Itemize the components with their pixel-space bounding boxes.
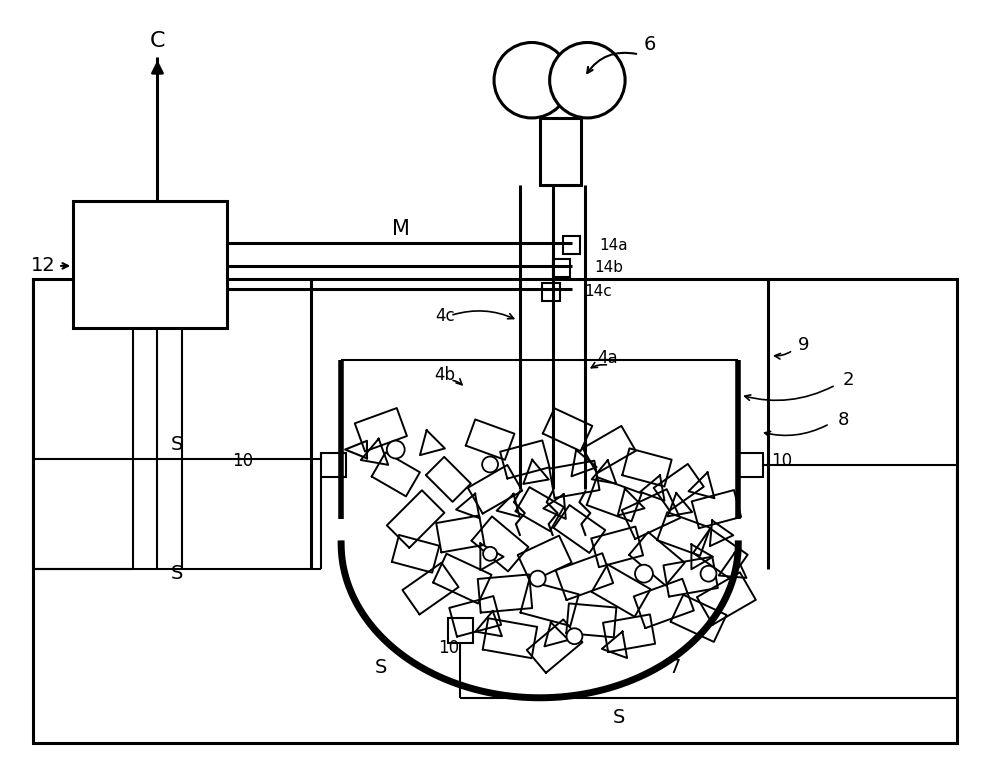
Text: 6: 6 <box>644 35 656 54</box>
Text: 4b: 4b <box>434 366 455 384</box>
Circle shape <box>635 565 653 583</box>
Text: S: S <box>171 564 184 584</box>
Circle shape <box>494 43 569 118</box>
Text: 8: 8 <box>838 411 849 429</box>
Circle shape <box>550 43 625 118</box>
Bar <box>542 283 560 301</box>
Text: 14a: 14a <box>599 238 628 253</box>
Bar <box>540 118 581 186</box>
Circle shape <box>530 570 546 587</box>
Bar <box>738 452 763 477</box>
Text: 4c: 4c <box>436 306 455 325</box>
Text: 2: 2 <box>843 371 854 389</box>
Text: 12: 12 <box>30 256 55 275</box>
Text: C: C <box>150 30 165 51</box>
Text: S: S <box>171 435 184 454</box>
Bar <box>73 201 227 329</box>
Circle shape <box>567 629 582 644</box>
Text: 10: 10 <box>771 452 792 471</box>
Text: 14c: 14c <box>584 284 612 299</box>
Circle shape <box>387 441 405 458</box>
Bar <box>321 452 346 477</box>
Bar <box>33 279 957 744</box>
Circle shape <box>701 566 716 582</box>
Bar <box>448 618 473 643</box>
Bar <box>563 236 580 254</box>
Text: 10: 10 <box>232 452 253 471</box>
Text: 7: 7 <box>669 658 681 678</box>
Bar <box>553 259 570 277</box>
Text: 9: 9 <box>798 336 809 354</box>
Text: S: S <box>613 708 625 727</box>
Text: 4a: 4a <box>597 349 618 368</box>
Circle shape <box>482 457 498 472</box>
Text: S: S <box>375 658 387 678</box>
Circle shape <box>483 547 497 561</box>
Text: 10: 10 <box>438 639 459 657</box>
Text: M: M <box>392 219 410 239</box>
Text: 14b: 14b <box>594 260 623 275</box>
